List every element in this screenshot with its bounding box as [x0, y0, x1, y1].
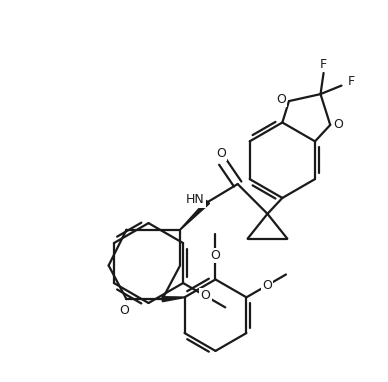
Polygon shape [180, 200, 210, 230]
Text: O: O [333, 118, 343, 131]
Polygon shape [162, 297, 185, 302]
Text: F: F [320, 58, 327, 71]
Text: O: O [211, 249, 220, 262]
Text: O: O [276, 92, 286, 105]
Text: O: O [262, 279, 272, 292]
Text: O: O [201, 290, 210, 303]
Text: HN: HN [185, 193, 204, 206]
Text: O: O [216, 147, 226, 160]
Text: O: O [120, 304, 130, 317]
Text: F: F [348, 75, 355, 88]
